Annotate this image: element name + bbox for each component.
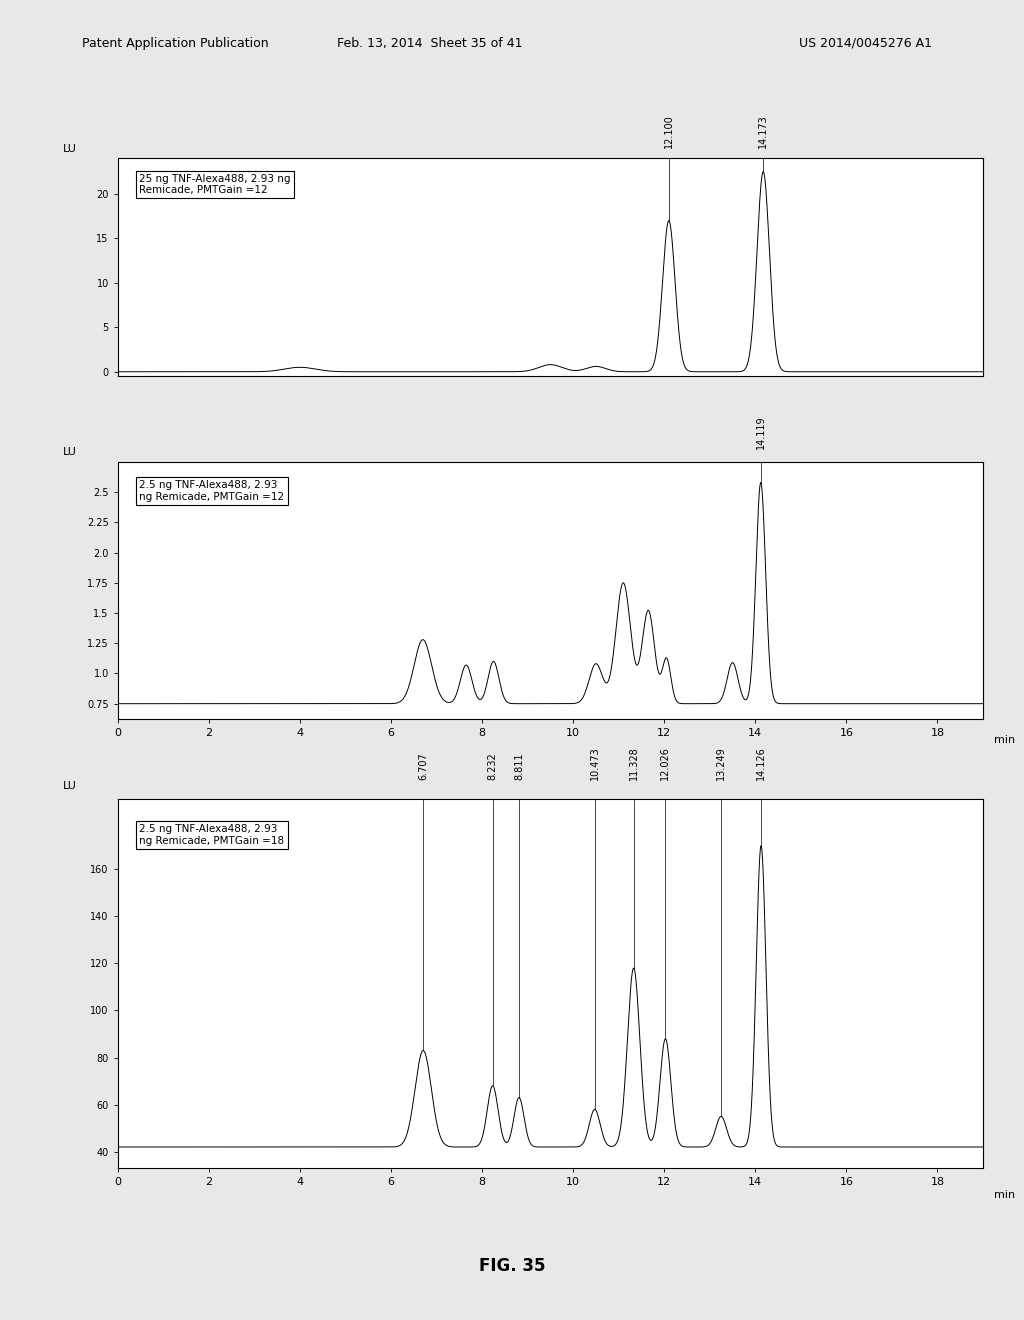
Text: US 2014/0045276 A1: US 2014/0045276 A1	[799, 37, 932, 50]
X-axis label: min: min	[994, 735, 1015, 744]
Text: 14.173: 14.173	[758, 114, 768, 148]
Text: 10.473: 10.473	[590, 746, 600, 780]
Text: LU: LU	[63, 447, 77, 457]
Text: 13.249: 13.249	[716, 746, 726, 780]
Text: 8.811: 8.811	[514, 752, 524, 780]
Text: 2.5 ng TNF-Alexa488, 2.93
ng Remicade, PMTGain =12: 2.5 ng TNF-Alexa488, 2.93 ng Remicade, P…	[139, 480, 285, 502]
X-axis label: min: min	[994, 1191, 1015, 1200]
Text: 6.707: 6.707	[418, 752, 428, 780]
Text: Patent Application Publication: Patent Application Publication	[82, 37, 268, 50]
Text: 12.026: 12.026	[660, 746, 671, 780]
Text: 25 ng TNF-Alexa488, 2.93 ng
Remicade, PMTGain =12: 25 ng TNF-Alexa488, 2.93 ng Remicade, PM…	[139, 174, 291, 195]
Text: LU: LU	[63, 781, 77, 791]
Text: 8.232: 8.232	[487, 752, 498, 780]
Text: 14.119: 14.119	[756, 416, 766, 449]
Text: FIG. 35: FIG. 35	[479, 1257, 545, 1275]
Text: 2.5 ng TNF-Alexa488, 2.93
ng Remicade, PMTGain =18: 2.5 ng TNF-Alexa488, 2.93 ng Remicade, P…	[139, 825, 285, 846]
Text: LU: LU	[63, 144, 77, 154]
Text: Feb. 13, 2014  Sheet 35 of 41: Feb. 13, 2014 Sheet 35 of 41	[337, 37, 523, 50]
Text: 12.100: 12.100	[664, 114, 674, 148]
Text: 11.328: 11.328	[629, 746, 639, 780]
Text: 14.126: 14.126	[756, 746, 766, 780]
